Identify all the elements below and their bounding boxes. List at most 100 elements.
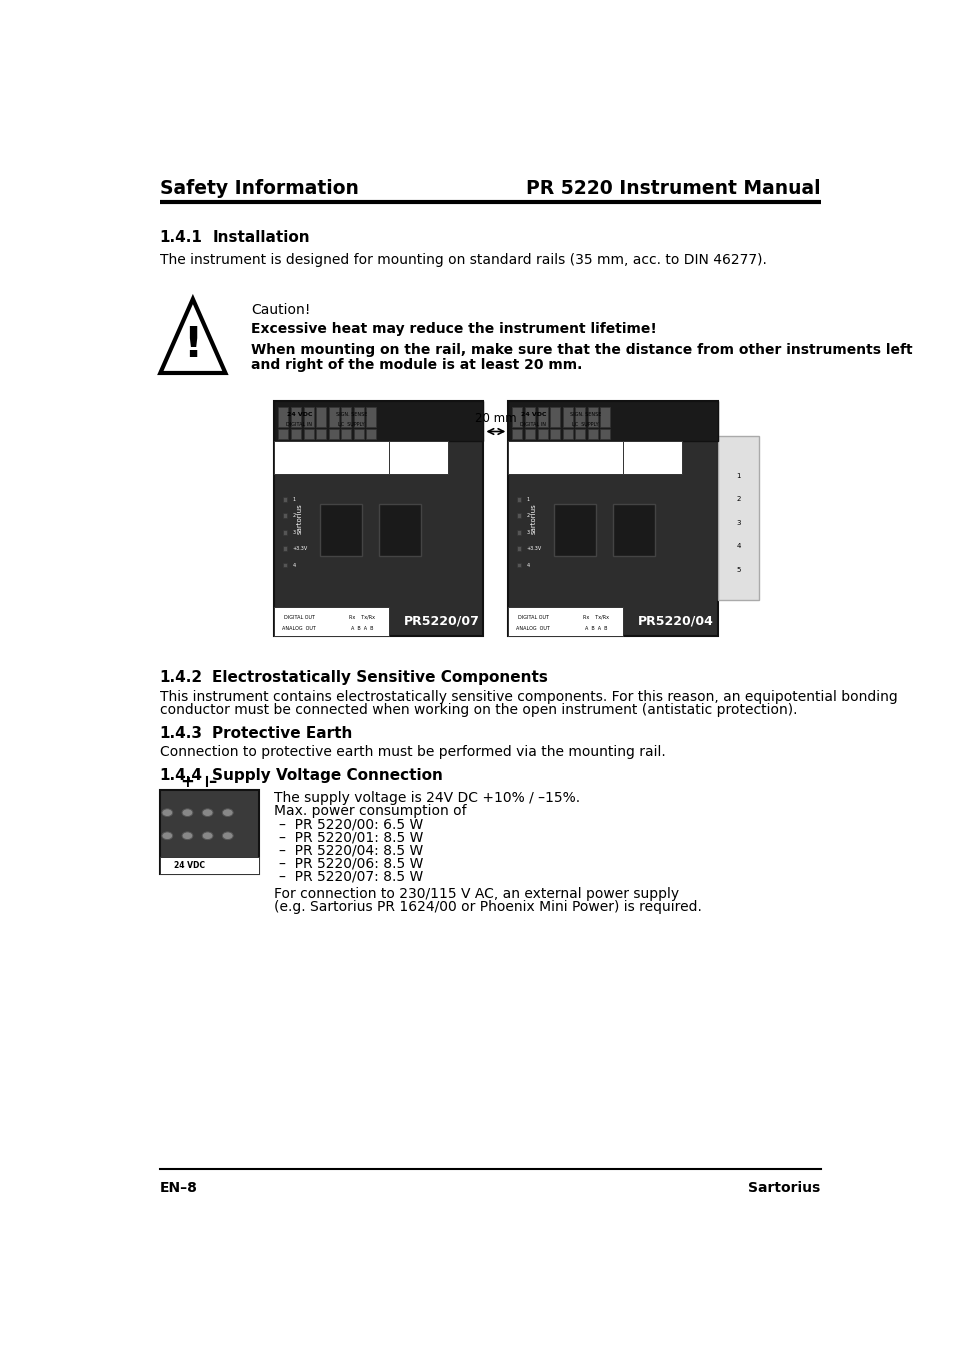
Bar — [517, 531, 520, 535]
Text: Max. power consumption of: Max. power consumption of — [274, 805, 466, 818]
Bar — [550, 429, 559, 439]
Bar — [341, 429, 351, 439]
Text: –: – — [209, 772, 216, 791]
Text: PR 5220 Instrument Manual: PR 5220 Instrument Manual — [525, 180, 820, 198]
FancyBboxPatch shape — [612, 504, 654, 556]
Bar — [315, 406, 326, 427]
Text: and right of the module is at least 20 mm.: and right of the module is at least 20 m… — [251, 358, 581, 373]
Bar — [366, 406, 375, 427]
Text: Installation: Installation — [212, 230, 310, 244]
Bar — [282, 497, 287, 502]
FancyBboxPatch shape — [378, 504, 420, 556]
Text: DIGITAL IN: DIGITAL IN — [286, 421, 312, 427]
Bar — [274, 608, 389, 636]
Bar — [524, 406, 535, 427]
Ellipse shape — [182, 832, 193, 840]
Bar — [587, 406, 598, 427]
Text: Rx    Tx/Rx: Rx Tx/Rx — [349, 614, 375, 620]
Text: 1.4.4: 1.4.4 — [159, 768, 202, 783]
Text: DIGITAL IN: DIGITAL IN — [520, 421, 546, 427]
Text: +: + — [180, 772, 194, 791]
Text: SIGN. SENSE: SIGN. SENSE — [570, 412, 600, 417]
Text: Electrostatically Sensitive Components: Electrostatically Sensitive Components — [212, 670, 548, 686]
FancyBboxPatch shape — [320, 504, 362, 556]
Text: 24 VDC: 24 VDC — [173, 861, 205, 871]
Ellipse shape — [182, 809, 193, 817]
FancyBboxPatch shape — [274, 401, 483, 636]
Bar — [291, 406, 300, 427]
Text: sartorius: sartorius — [530, 502, 536, 533]
Text: DIGITAL OUT: DIGITAL OUT — [517, 614, 548, 620]
Text: 5: 5 — [736, 567, 740, 572]
Bar — [717, 436, 759, 601]
Text: PR5220/07: PR5220/07 — [403, 616, 479, 628]
Bar — [562, 406, 572, 427]
Bar — [303, 429, 314, 439]
Text: 3: 3 — [736, 520, 740, 525]
Bar — [328, 406, 338, 427]
Text: LC  SUPPLY: LC SUPPLY — [338, 421, 365, 427]
Text: 2: 2 — [526, 513, 530, 518]
Bar — [599, 429, 610, 439]
Bar — [575, 406, 584, 427]
Bar — [278, 429, 288, 439]
Text: 24 VDC: 24 VDC — [286, 412, 312, 417]
Bar — [389, 440, 448, 474]
Bar — [282, 563, 287, 567]
Text: 1.4.2: 1.4.2 — [159, 670, 202, 686]
Text: 1.4.1: 1.4.1 — [159, 230, 202, 244]
Text: ANALOG  OUT: ANALOG OUT — [516, 626, 550, 630]
Bar — [366, 429, 375, 439]
Bar — [282, 531, 287, 535]
Ellipse shape — [222, 809, 233, 817]
Text: 3: 3 — [293, 529, 295, 535]
Bar — [159, 857, 258, 875]
Text: –  PR 5220/07: 8.5 W: – PR 5220/07: 8.5 W — [278, 869, 423, 884]
Text: sartorius: sartorius — [296, 502, 302, 533]
Bar — [512, 429, 522, 439]
Text: Safety Information: Safety Information — [159, 180, 358, 198]
Bar — [341, 406, 351, 427]
Text: –  PR 5220/01: 8.5 W: – PR 5220/01: 8.5 W — [278, 830, 423, 844]
Text: Protective Earth: Protective Earth — [212, 726, 353, 741]
Text: –  PR 5220/00: 6.5 W: – PR 5220/00: 6.5 W — [278, 817, 423, 832]
Text: (e.g. Sartorius PR 1624/00 or Phoenix Mini Power) is required.: (e.g. Sartorius PR 1624/00 or Phoenix Mi… — [274, 900, 701, 914]
Text: 20 mm: 20 mm — [475, 412, 517, 425]
Ellipse shape — [162, 832, 172, 840]
Polygon shape — [160, 300, 225, 373]
Ellipse shape — [222, 832, 233, 840]
Bar — [517, 563, 520, 567]
Text: 2: 2 — [736, 497, 740, 502]
Text: 4: 4 — [736, 543, 740, 549]
Bar — [537, 429, 547, 439]
Bar — [550, 406, 559, 427]
Text: Caution!: Caution! — [251, 302, 310, 317]
Bar — [508, 401, 717, 440]
Bar — [562, 429, 572, 439]
Bar — [354, 429, 363, 439]
Text: This instrument contains electrostatically sensitive components. For this reason: This instrument contains electrostatical… — [159, 690, 897, 705]
Bar — [517, 497, 520, 502]
FancyBboxPatch shape — [554, 504, 596, 556]
Bar — [282, 513, 287, 518]
Text: 3: 3 — [526, 529, 530, 535]
Text: SIGN. SENSE: SIGN. SENSE — [335, 412, 367, 417]
Bar — [274, 401, 483, 440]
Text: –  PR 5220/06: 8.5 W: – PR 5220/06: 8.5 W — [278, 856, 423, 871]
Text: A  B  A  B: A B A B — [584, 626, 607, 630]
Text: 4: 4 — [293, 563, 295, 567]
Bar — [622, 440, 681, 474]
Bar — [508, 440, 622, 474]
Text: The supply voltage is 24V DC +10% / –15%.: The supply voltage is 24V DC +10% / –15%… — [274, 791, 579, 805]
Text: EN–8: EN–8 — [159, 1181, 197, 1195]
Bar — [537, 406, 547, 427]
Text: Excessive heat may reduce the instrument lifetime!: Excessive heat may reduce the instrument… — [251, 323, 657, 336]
Text: LC  SUPPLY: LC SUPPLY — [572, 421, 598, 427]
Ellipse shape — [202, 832, 213, 840]
Bar — [512, 406, 522, 427]
Text: 1.4.3: 1.4.3 — [159, 726, 202, 741]
Text: Sartorius: Sartorius — [747, 1181, 820, 1195]
Text: Rx    Tx/Rx: Rx Tx/Rx — [582, 614, 609, 620]
Text: The instrument is designed for mounting on standard rails (35 mm, acc. to DIN 46: The instrument is designed for mounting … — [159, 252, 765, 267]
Bar — [303, 406, 314, 427]
